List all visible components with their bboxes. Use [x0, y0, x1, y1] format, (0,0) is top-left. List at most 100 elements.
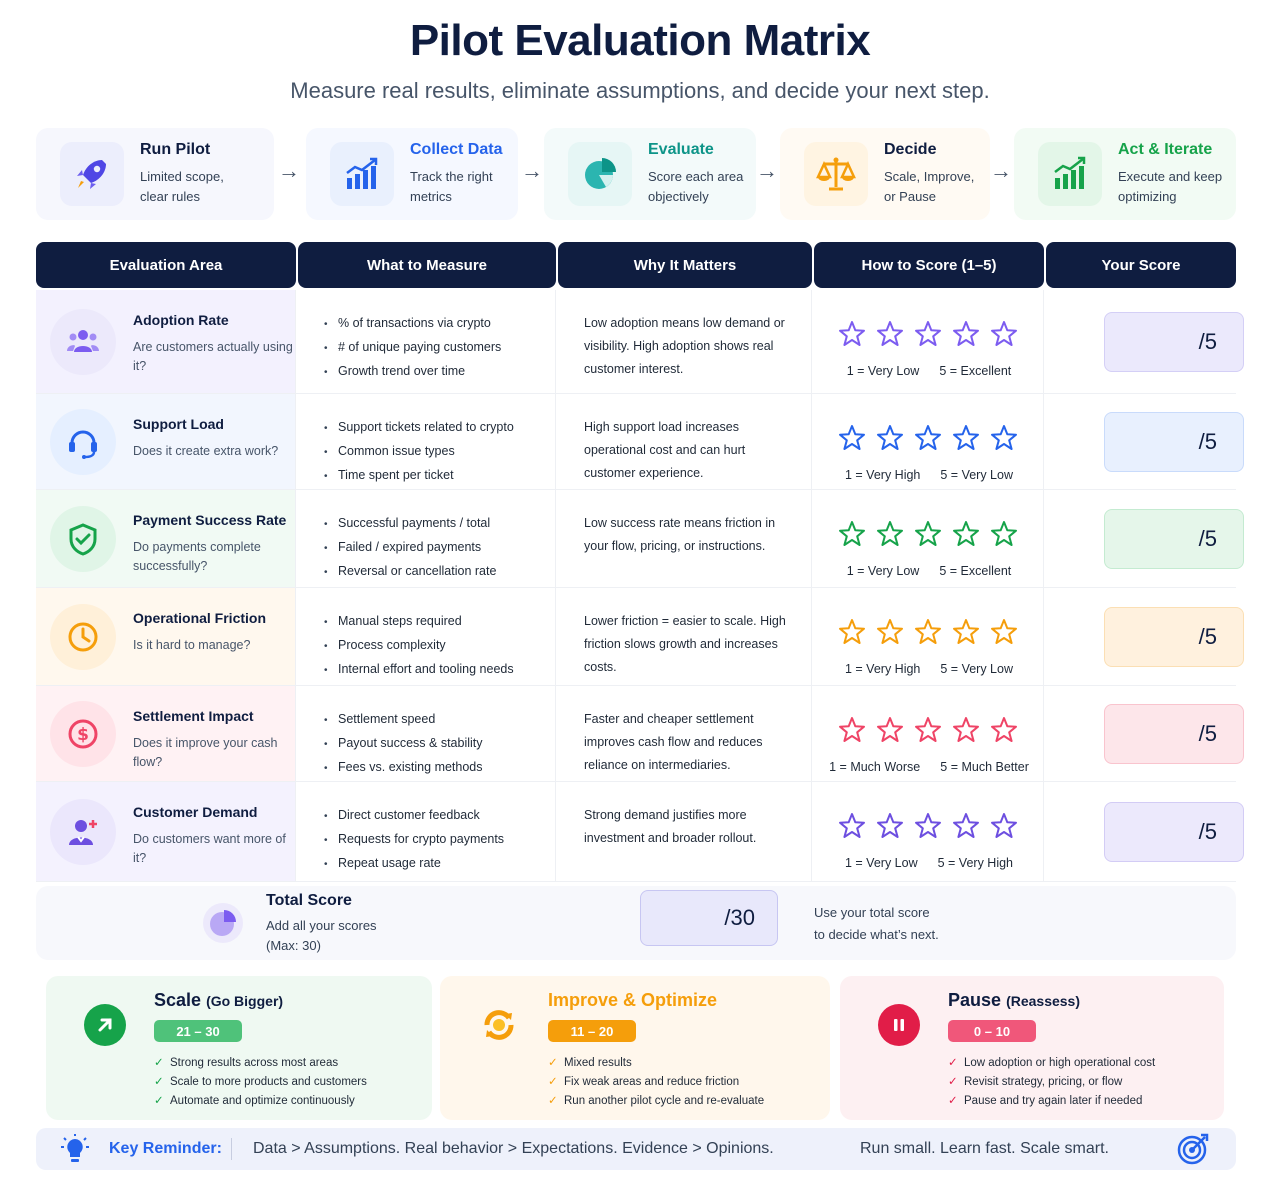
star-icon[interactable]	[838, 618, 866, 646]
page-title: Pilot Evaluation Matrix	[409, 16, 871, 65]
list-item: Direct customer feedback	[338, 804, 504, 828]
measure-list: % of transactions via crypto# of unique …	[324, 312, 501, 384]
star-rating[interactable]	[838, 618, 1018, 646]
star-icon[interactable]	[990, 812, 1018, 840]
step-title: Decide	[884, 141, 937, 158]
total-score-input[interactable]: /30	[640, 890, 778, 946]
area-title: Adoption Rate	[133, 312, 229, 328]
star-rating[interactable]	[838, 320, 1018, 348]
star-icon[interactable]	[990, 618, 1018, 646]
star-icon[interactable]	[990, 520, 1018, 548]
total-score-note: Use your total score to decide what’s ne…	[814, 902, 939, 946]
list-item: Repeat usage rate	[338, 852, 504, 876]
measure-list: Successful payments / totalFailed / expi…	[324, 512, 496, 584]
list-item: Common issue types	[338, 440, 514, 464]
star-icon[interactable]	[838, 424, 866, 452]
scale-labels: 1 = Very Low 5 = Very High	[814, 856, 1044, 870]
star-icon[interactable]	[914, 618, 942, 646]
star-icon[interactable]	[914, 812, 942, 840]
star-icon[interactable]	[876, 520, 904, 548]
table-row: Operational Friction Is it hard to manage…	[36, 588, 1244, 686]
star-rating[interactable]	[838, 520, 1018, 548]
star-icon[interactable]	[914, 424, 942, 452]
step-run-pilot: Run Pilot Limited scope, clear rules	[36, 128, 274, 220]
star-icon[interactable]	[990, 424, 1018, 452]
growth-chart-icon	[1038, 142, 1102, 206]
key-reminder-label: Key Reminder:	[109, 1140, 222, 1157]
your-score-cell: /5	[1046, 290, 1244, 393]
score-input[interactable]: /5	[1104, 801, 1244, 862]
star-icon[interactable]	[952, 618, 980, 646]
shield-check-icon	[50, 505, 116, 572]
total-score-max: (Max: 30)	[266, 938, 321, 953]
star-icon[interactable]	[952, 520, 980, 548]
area-desc: Do customers want more of it?	[133, 832, 286, 865]
star-rating[interactable]	[838, 812, 1018, 840]
scale-low-label: 1 = Much Worse	[829, 760, 921, 774]
score-guide-cell: 1 = Very Low 5 = Very High	[814, 782, 1044, 881]
step-act-iterate: Act & Iterate Execute and keep optimizin…	[1014, 128, 1236, 220]
measure-list: Manual steps requiredProcess complexityI…	[324, 610, 514, 682]
star-icon[interactable]	[838, 812, 866, 840]
evaluation-area-cell: Adoption Rate Are customers actually usin…	[36, 290, 296, 393]
star-icon[interactable]	[876, 320, 904, 348]
star-icon[interactable]	[914, 320, 942, 348]
area-title: Settlement Impact	[133, 708, 254, 724]
score-input[interactable]: /5	[1104, 411, 1244, 472]
column-header: Why It Matters	[558, 242, 812, 288]
measure-cell: Manual steps requiredProcess complexityI…	[298, 588, 556, 685]
area-title: Support Load	[133, 416, 224, 432]
measure-list: Support tickets related to cryptoCommon …	[324, 416, 514, 488]
star-icon[interactable]	[876, 618, 904, 646]
star-icon[interactable]	[952, 424, 980, 452]
decision-title: Improve & Optimize	[548, 990, 717, 1011]
star-icon[interactable]	[952, 812, 980, 840]
star-icon[interactable]	[952, 716, 980, 744]
area-desc: Are customers actually using it?	[133, 340, 293, 373]
column-header: How to Score (1–5)	[814, 242, 1044, 288]
star-icon[interactable]	[838, 520, 866, 548]
star-icon[interactable]	[990, 320, 1018, 348]
scale-high-label: 5 = Very Low	[940, 662, 1013, 676]
scale-icon	[804, 142, 868, 206]
decision-list: ✓ Strong results across most areas ✓ Scale…	[154, 1054, 367, 1111]
check-icon: ✓	[548, 1076, 558, 1088]
why-text: Strong demand justifies more investment …	[584, 808, 757, 845]
measure-list: Direct customer feedbackRequests for cry…	[324, 804, 504, 876]
area-desc: Do payments complete successfully?	[133, 540, 261, 573]
star-icon[interactable]	[990, 716, 1018, 744]
your-score-cell: /5	[1046, 686, 1244, 781]
why-cell: Lower friction = easier to scale. High f…	[558, 588, 812, 685]
list-item-text: Automate and optimize continuously	[170, 1095, 355, 1107]
star-icon[interactable]	[876, 716, 904, 744]
pie-chart-icon	[203, 903, 243, 943]
star-icon[interactable]	[914, 520, 942, 548]
score-input[interactable]: /5	[1104, 311, 1244, 372]
process-steps: Run Pilot Limited scope, clear rules → C…	[36, 128, 1236, 220]
star-icon[interactable]	[838, 320, 866, 348]
area-title: Payment Success Rate	[133, 512, 287, 528]
star-rating[interactable]	[838, 424, 1018, 452]
headset-icon	[50, 408, 116, 475]
why-cell: Low success rate means friction in your …	[558, 490, 812, 587]
scale-high-label: 5 = Much Better	[940, 760, 1029, 774]
table-row: Customer Demand Do customers want more of…	[36, 782, 1244, 882]
evaluation-area-cell: Support Load Does it create extra work?	[36, 394, 296, 489]
list-item-text: Run another pilot cycle and re-evaluate	[564, 1095, 765, 1107]
score-input[interactable]: /5	[1104, 606, 1244, 667]
scale-low-label: 1 = Very Low	[844, 856, 918, 870]
star-rating[interactable]	[838, 716, 1018, 744]
star-icon[interactable]	[914, 716, 942, 744]
star-icon[interactable]	[838, 716, 866, 744]
score-guide-cell: 1 = Very High 5 = Very Low	[814, 394, 1044, 489]
score-input[interactable]: /5	[1104, 508, 1244, 569]
star-icon[interactable]	[952, 320, 980, 348]
star-icon[interactable]	[876, 424, 904, 452]
evaluation-area-cell: Payment Success Rate Do payments complete…	[36, 490, 296, 587]
decision-card-scale: Scale (Go Bigger) 21 – 30 ✓ Strong result…	[46, 976, 432, 1120]
check-icon: ✓	[948, 1095, 958, 1107]
check-icon: ✓	[948, 1057, 958, 1069]
star-icon[interactable]	[876, 812, 904, 840]
score-input[interactable]: /5	[1104, 703, 1244, 764]
score-guide-cell: 1 = Very Low 5 = Excellent	[814, 290, 1044, 393]
